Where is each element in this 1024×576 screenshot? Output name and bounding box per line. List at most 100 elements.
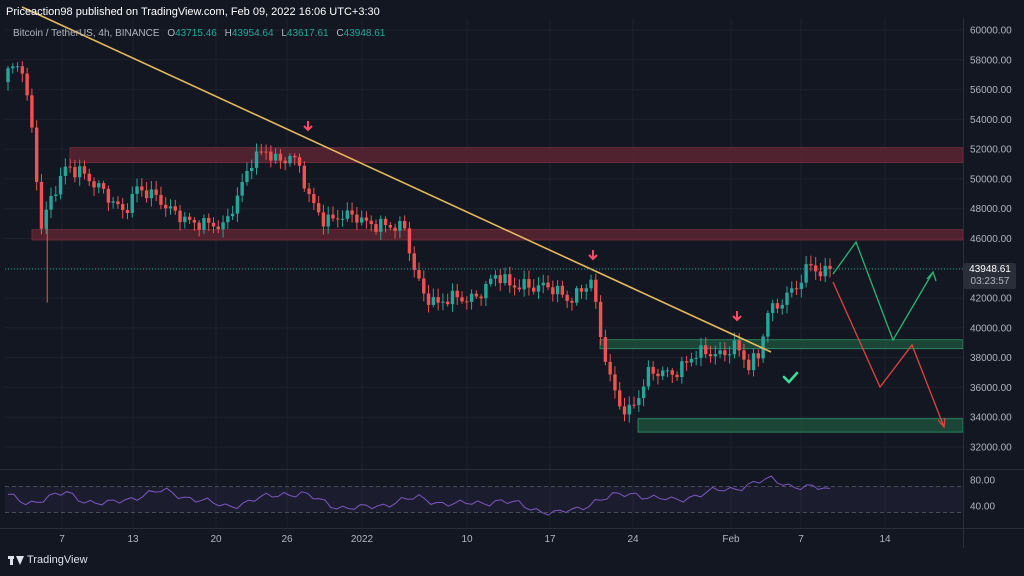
candle-body (331, 214, 335, 219)
candle-body (813, 265, 818, 272)
supply-zone (31, 229, 964, 241)
candle-body (379, 218, 383, 232)
last-price-tag: 43948.61 03:23:57 (964, 263, 1016, 289)
time-tick-label: 20 (210, 534, 222, 545)
bearish-projection-path (832, 281, 945, 428)
price-tick-label: 36000.00 (970, 383, 1012, 394)
candle-body (790, 288, 794, 293)
candle-body (316, 203, 321, 213)
candle-body (307, 188, 311, 195)
rsi-tick-label: 80.00 (970, 476, 995, 487)
candle-body (579, 288, 584, 292)
candle-body (369, 220, 373, 225)
candle-body (704, 345, 708, 355)
candle-body (250, 167, 254, 171)
candle-body (665, 370, 670, 372)
descending-trendline (21, 6, 772, 353)
candle-body (469, 293, 474, 302)
candlesticks (6, 61, 832, 423)
time-tick-label: 14 (879, 534, 891, 545)
candle-body (130, 193, 134, 213)
candle-body (11, 66, 15, 69)
candle-body (321, 212, 326, 227)
candle-body (823, 265, 827, 277)
candle-body (183, 216, 187, 223)
candle-body (326, 214, 330, 227)
grid-lines (5, 18, 963, 527)
time-tick-label: 26 (281, 534, 293, 545)
price-zones (31, 147, 964, 433)
candle-body (508, 274, 512, 286)
candle-body (742, 350, 746, 360)
candle-body (240, 182, 244, 196)
candle-body (455, 290, 459, 298)
candle-body (656, 373, 660, 377)
candle-body (63, 166, 68, 176)
candle-body (355, 214, 359, 223)
symbol-name: Bitcoin / TetherUS, 4h, BINANCE (13, 28, 160, 39)
candle-body (675, 374, 679, 378)
low-key: L (281, 28, 287, 39)
candle-body (25, 73, 29, 96)
candle-body (651, 366, 655, 374)
candle-body (159, 194, 163, 205)
price-tick-label: 46000.00 (970, 234, 1012, 245)
time-tick-label: Feb (722, 534, 740, 545)
candle-body (49, 195, 53, 210)
price-tick-label: 38000.00 (970, 353, 1012, 364)
candle-body (670, 370, 674, 375)
candle-body (570, 300, 574, 303)
candle-body (594, 279, 598, 302)
candle-body (340, 218, 345, 220)
candle-body (517, 287, 522, 290)
high-key: H (224, 28, 232, 39)
candle-body (15, 66, 20, 68)
price-tick-label: 34000.00 (970, 413, 1012, 424)
candle-body (364, 217, 369, 221)
candle-body (641, 386, 646, 399)
candle-body (828, 265, 832, 270)
candle-body (560, 285, 565, 295)
candle-body (336, 218, 340, 220)
candle-body (20, 66, 25, 74)
candle-body (426, 293, 431, 305)
candle-body (809, 264, 813, 266)
candle-body (785, 292, 789, 305)
price-tick-label: 48000.00 (970, 204, 1012, 215)
candle-body (680, 361, 684, 378)
candle-body (694, 357, 698, 359)
price-tick-label: 40000.00 (970, 323, 1012, 334)
candle-body (766, 312, 770, 337)
candle-body (168, 206, 173, 209)
close-key: C (336, 28, 344, 39)
candle-body (230, 213, 235, 217)
last-price-value: 43948.61 (969, 264, 1011, 275)
bullish-arrow-head (926, 270, 937, 282)
candle-body (149, 189, 154, 199)
candle-body (689, 358, 694, 363)
candle-body (512, 285, 517, 288)
candle-body (493, 275, 498, 279)
candle-body (73, 167, 77, 178)
candle-body (216, 226, 220, 230)
candle-body (125, 210, 130, 213)
candle-body (445, 301, 450, 305)
candle-body (503, 274, 507, 284)
candle-body (345, 210, 350, 219)
candle-body (450, 290, 455, 305)
candle-body (259, 151, 263, 153)
time-tick-label: 24 (627, 534, 639, 545)
price-tick-label: 60000.00 (970, 26, 1012, 37)
candle-body (273, 153, 278, 161)
candle-body (541, 282, 545, 286)
low-value: 43617.61 (286, 28, 329, 39)
candle-body (187, 216, 192, 220)
candle-body (818, 271, 823, 277)
candle-body (613, 374, 617, 391)
candle-body (173, 206, 177, 211)
tradingview-brand[interactable]: TradingView (8, 554, 88, 566)
candle-body (737, 340, 741, 351)
candle-body (727, 354, 732, 356)
candle-body (135, 186, 139, 194)
